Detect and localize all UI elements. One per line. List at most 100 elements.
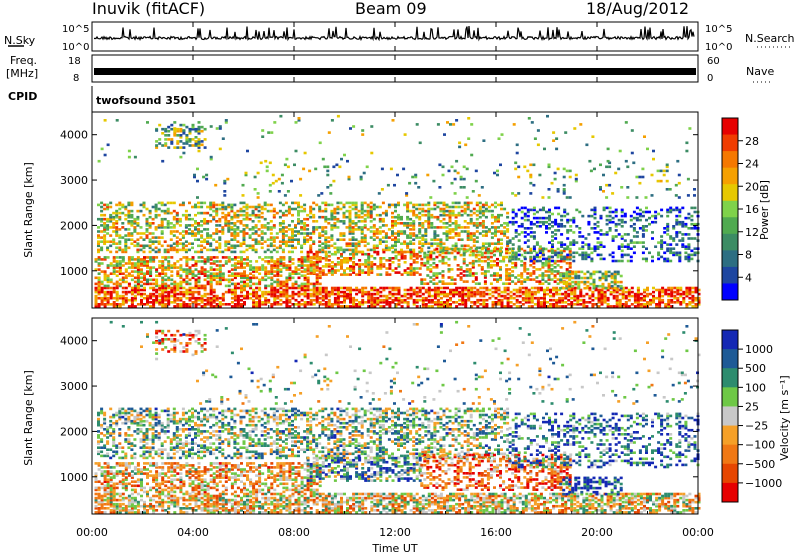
power-cell (496, 261, 499, 265)
power-cell (568, 196, 572, 199)
power-cell (458, 303, 462, 306)
power-cell (427, 294, 431, 298)
power-cell (224, 260, 228, 263)
power-cell (623, 239, 627, 242)
power-cell (264, 290, 268, 294)
power-cell (345, 242, 349, 245)
power-cell (185, 280, 189, 284)
power-cell (347, 175, 351, 179)
power-cell (458, 290, 462, 294)
power-cell (611, 210, 615, 214)
power-cell (112, 242, 116, 245)
power-cell (506, 298, 510, 302)
power-cell (218, 296, 222, 300)
power-cell (596, 237, 600, 240)
power-cell (418, 215, 422, 219)
freq-panel: Freq. [MHz] 18 8 60 0 Nave (6, 54, 774, 84)
power-cell (152, 298, 156, 302)
power-cell (397, 296, 401, 300)
power-cell (340, 273, 343, 276)
nsky-panel: N.Sky 10^5 10^0 10^5 10^0 N.Search (4, 21, 795, 53)
power-cell (643, 290, 646, 294)
power-cell (554, 233, 558, 236)
power-cell (149, 272, 153, 275)
power-cell (118, 240, 122, 243)
power-cell (372, 230, 376, 233)
power-cell (629, 259, 633, 263)
power-cell (266, 238, 270, 241)
power-cell (182, 268, 186, 271)
power-cell (369, 211, 373, 215)
power-cell (130, 278, 134, 282)
power-cell (406, 267, 410, 270)
power-cell (658, 303, 662, 306)
power-cell (185, 264, 189, 267)
power-cell (508, 241, 512, 244)
power-cell (230, 232, 234, 235)
power-cell (297, 222, 300, 225)
power-cell (675, 233, 679, 236)
power-cell (215, 303, 219, 306)
power-cell (161, 276, 165, 280)
power-cell (166, 211, 170, 215)
power-cell (112, 240, 116, 243)
power-cell (240, 294, 243, 298)
power-cell (300, 270, 304, 273)
power-cell (432, 272, 436, 275)
power-cell (503, 232, 507, 235)
power-cell (394, 305, 398, 308)
power-cell (563, 208, 567, 212)
power-cell (233, 268, 237, 271)
power-cell (136, 262, 140, 265)
power-cell (500, 303, 504, 306)
power-cell (291, 238, 294, 241)
power-cell (193, 173, 196, 177)
power-cell (363, 226, 367, 229)
power-cell (613, 274, 617, 278)
power-cell (604, 276, 608, 280)
power-cell (457, 234, 461, 237)
power-cell (409, 263, 413, 266)
power-cell (471, 280, 475, 283)
power-cell (497, 238, 500, 241)
power-cell (544, 270, 548, 273)
power-cell (436, 286, 440, 290)
power-cell (161, 266, 165, 269)
power-cell (538, 259, 542, 263)
power-cell (435, 272, 439, 275)
power-cell (197, 278, 201, 282)
power-cell (297, 258, 301, 261)
power-cell (441, 255, 445, 259)
power-cell (574, 274, 578, 278)
power-cell (418, 298, 422, 302)
power-cell (283, 194, 287, 197)
power-cell (654, 210, 658, 214)
power-cell (538, 268, 542, 271)
power-cell (435, 276, 439, 279)
power-cell (115, 298, 119, 302)
power-cell (303, 226, 307, 229)
power-cell (182, 280, 186, 284)
power-cell (569, 218, 573, 222)
power-cell (448, 230, 452, 233)
power-cell (145, 207, 149, 211)
power-cell (151, 240, 155, 243)
power-cell (418, 286, 422, 290)
power-cell (372, 205, 376, 209)
power-cell (614, 210, 618, 214)
power-cell (463, 220, 467, 223)
power-cell (184, 240, 188, 243)
power-cell (154, 236, 158, 239)
power-cell (245, 224, 249, 227)
power-cell (391, 298, 395, 302)
power-cell (478, 232, 482, 235)
power-cell (511, 270, 515, 273)
power-cell (348, 205, 352, 209)
power-cell (139, 236, 143, 239)
power-cell (218, 266, 222, 269)
power-cell (194, 296, 198, 300)
power-cell (269, 242, 273, 245)
power-cell (158, 292, 162, 296)
freq-label-line2: [MHz] (6, 67, 38, 80)
power-cell (487, 242, 491, 245)
